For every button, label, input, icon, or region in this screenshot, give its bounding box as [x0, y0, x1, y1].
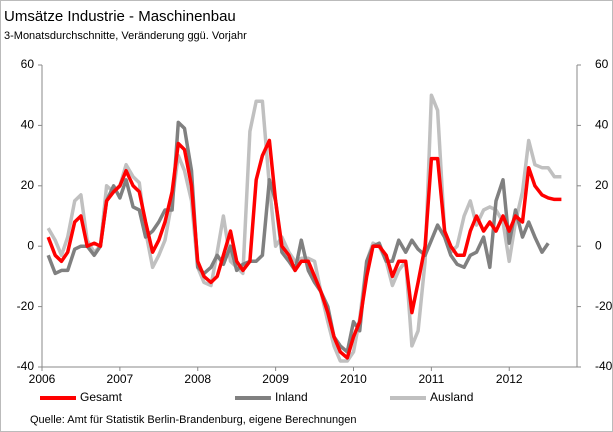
- x-tick-label: 2007: [107, 372, 134, 386]
- source-note: Quelle: Amt für Statistik Berlin-Branden…: [30, 414, 357, 426]
- x-tick-label: 2012: [496, 372, 523, 386]
- series-line: [46, 120, 550, 354]
- y2-tick-label: -20: [595, 299, 613, 313]
- y2-tick-label: 60: [595, 57, 609, 71]
- chart-title: Umsätze Industrie - Maschinenbau: [4, 8, 236, 25]
- y2-tick-label: 0: [595, 238, 602, 252]
- y2-tick-label: 40: [595, 118, 609, 132]
- y-tick-label: 40: [21, 118, 35, 132]
- x-tick-label: 2010: [340, 372, 367, 386]
- legend-label: Inland: [275, 390, 308, 404]
- series-line: [46, 138, 562, 360]
- legend-label: Gesamt: [80, 390, 123, 404]
- x-tick-label: 2008: [184, 372, 211, 386]
- y-tick-label: -40: [17, 359, 35, 373]
- y2-tick-label: -40: [595, 359, 613, 373]
- x-tick-label: 2009: [262, 372, 289, 386]
- y-tick-label: -20: [17, 299, 35, 313]
- y-tick-label: 0: [27, 238, 34, 252]
- x-tick-label: 2006: [29, 372, 56, 386]
- legend-label: Ausland: [430, 390, 473, 404]
- y2-tick-label: 20: [595, 178, 609, 192]
- x-tick-label: 2011: [418, 372, 444, 386]
- y-tick-label: 60: [21, 57, 35, 71]
- chart-subtitle: 3-Monatsdurchschnitte, Veränderung ggü. …: [4, 30, 247, 42]
- y-tick-label: 20: [21, 178, 35, 192]
